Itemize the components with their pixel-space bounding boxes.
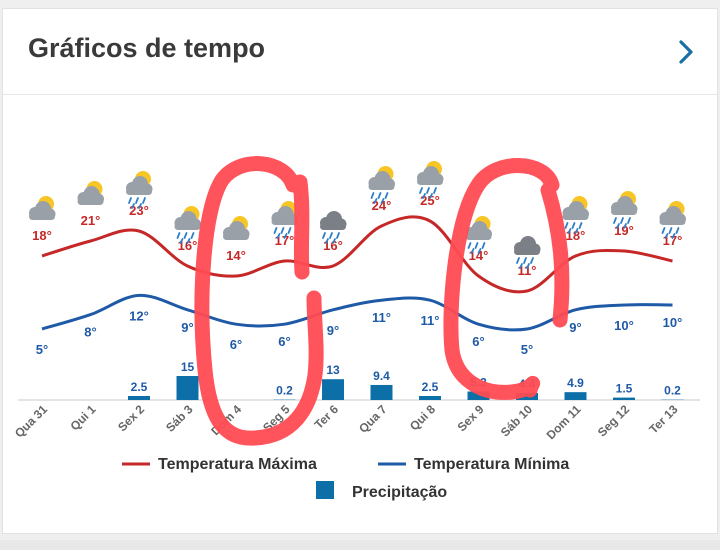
min-temp-label: 6° <box>472 334 484 349</box>
precip-label: 2.5 <box>131 380 148 394</box>
x-tick-label: Seg 12 <box>595 402 632 439</box>
x-tick-label: Qua 7 <box>356 402 390 436</box>
chevron-right-icon[interactable] <box>675 35 699 69</box>
precip-bar <box>128 396 150 400</box>
legend-swatch-precip <box>316 481 334 499</box>
min-temp-label: 8° <box>84 325 96 340</box>
cloud-sun-rain-icon <box>659 201 686 239</box>
cloud-sun-icon <box>223 216 250 240</box>
cloud-sun-rain-icon <box>174 206 201 244</box>
max-temp-label: 16° <box>323 238 343 253</box>
legend-label-precip: Precipitação <box>352 484 447 501</box>
cloud-sun-rain-icon <box>562 196 589 234</box>
max-temp-label: 11° <box>518 263 537 278</box>
card-header: Gráficos de tempo <box>3 9 717 95</box>
precip-label: 15 <box>181 360 195 374</box>
cloud-sun-icon <box>29 196 56 220</box>
cloud-sun-rain-icon <box>368 166 395 204</box>
cloud-sun-rain-icon <box>611 191 638 229</box>
precip-label: 13 <box>326 363 340 377</box>
max-temp-label: 25° <box>420 193 440 208</box>
bottom-divider <box>0 540 720 550</box>
x-tick-label: Sex 9 <box>455 402 487 434</box>
cloud-sun-rain-icon <box>126 171 153 209</box>
max-temp-label: 18° <box>566 228 586 243</box>
max-temp-label: 21° <box>81 213 101 228</box>
max-temp-label: 23° <box>129 203 149 218</box>
min-temp-label: 9° <box>569 320 581 335</box>
cloud-sun-rain-icon <box>465 216 492 254</box>
max-temp-label: 24° <box>372 198 392 213</box>
precip-label: 0.2 <box>664 384 681 398</box>
min-temp-label: 6° <box>230 337 242 352</box>
legend: Temperatura Máxima Temperatura Mínima Prec… <box>122 456 569 501</box>
legend-label-min: Temperatura Mínima <box>414 456 569 473</box>
min-temp-label: 5° <box>36 342 48 357</box>
max-temp-label: 18° <box>32 228 52 243</box>
scribble-annotation-left <box>194 156 324 446</box>
min-temp-label: 10° <box>614 318 634 333</box>
precip-bar <box>467 391 490 400</box>
min-temp-label: 9° <box>181 320 193 335</box>
x-tick-label: Qui 8 <box>407 402 438 433</box>
min-temp-label: 6° <box>278 334 290 349</box>
max-temp-label: 19° <box>614 223 634 238</box>
cloud-rain-icon <box>320 211 347 244</box>
weather-card: Gráficos de tempo <box>2 8 718 534</box>
min-temp-line <box>41 293 673 332</box>
precip-label: 9.4 <box>373 369 390 383</box>
min-temp-label: 11° <box>421 313 440 328</box>
x-tick-label: Ter 13 <box>646 402 681 437</box>
precip-label: 2.5 <box>422 380 439 394</box>
min-temp-label: 11° <box>372 310 391 325</box>
max-temp-label: 14° <box>469 248 489 263</box>
precip-label: 4.9 <box>567 376 584 390</box>
precip-bar <box>613 397 635 400</box>
x-tick-label: Sáb 10 <box>498 402 535 439</box>
x-tick-label: Sáb 3 <box>163 402 196 435</box>
scribble-annotation-right <box>443 158 570 400</box>
precip-bar <box>564 392 587 400</box>
max-temp-label: 14° <box>226 248 246 263</box>
max-temp-label: 17° <box>663 233 683 248</box>
page-title: Gráficos de tempo <box>28 33 266 63</box>
x-tick-label: Qua 31 <box>12 402 50 440</box>
cloud-rain-icon <box>514 236 541 269</box>
max-temp-label: 17° <box>275 233 295 248</box>
min-temp-label: 12° <box>129 308 149 323</box>
x-tick-label: Sex 2 <box>115 402 147 434</box>
min-temp-label: 10° <box>663 315 683 330</box>
precip-bar <box>322 379 344 400</box>
min-temp-label: 5° <box>521 342 533 357</box>
cloud-sun-rain-icon <box>417 161 444 199</box>
precip-label: 1.5 <box>616 382 633 396</box>
precip-bar <box>419 396 441 400</box>
cloud-sun-icon <box>77 181 104 205</box>
x-tick-label: Ter 6 <box>312 402 342 432</box>
precip-bar <box>370 384 393 400</box>
precip-label: 0.2 <box>276 384 293 398</box>
x-tick-label: Dom 11 <box>544 402 584 442</box>
legend-label-max: Temperatura Máxima <box>158 456 317 473</box>
min-temp-label: 9° <box>327 323 339 338</box>
max-temp-line <box>41 215 673 294</box>
max-temp-label: 16° <box>178 238 198 253</box>
x-tick-label: Qui 1 <box>67 402 98 433</box>
precip-bar <box>176 376 199 400</box>
